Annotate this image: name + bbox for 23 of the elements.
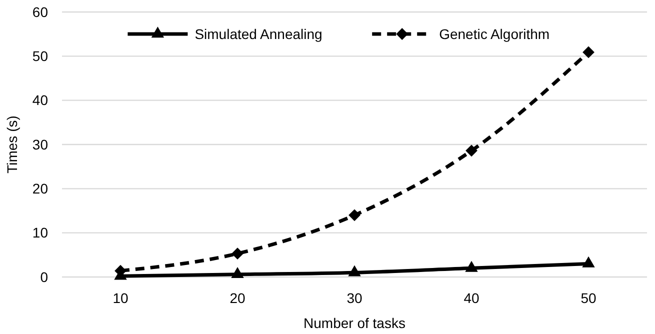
y-axis-title: Times (s) <box>4 116 20 174</box>
x-tick-label: 50 <box>580 290 596 306</box>
y-tick-label: 40 <box>32 92 48 108</box>
y-tick-label: 50 <box>32 48 48 64</box>
point <box>348 209 360 222</box>
point <box>466 144 478 157</box>
legend-label: Genetic Algorithm <box>439 26 550 42</box>
point <box>231 267 244 278</box>
point <box>465 260 478 272</box>
point <box>582 256 595 268</box>
point <box>348 265 361 276</box>
x-tick-label: 20 <box>230 290 246 306</box>
x-tick-label: 30 <box>346 290 362 306</box>
y-tick-label: 60 <box>32 4 48 20</box>
legend-label: Simulated Annealing <box>194 26 322 42</box>
point <box>582 46 594 58</box>
y-tick-label: 20 <box>32 180 48 197</box>
x-tick-label: 10 <box>112 290 128 306</box>
y-tick-label: 10 <box>32 224 48 241</box>
y-tick-label: 0 <box>40 268 48 285</box>
x-tick-label: 40 <box>464 290 480 306</box>
x-axis-title: Number of tasks <box>304 315 406 331</box>
y-tick-label: 30 <box>32 136 48 152</box>
